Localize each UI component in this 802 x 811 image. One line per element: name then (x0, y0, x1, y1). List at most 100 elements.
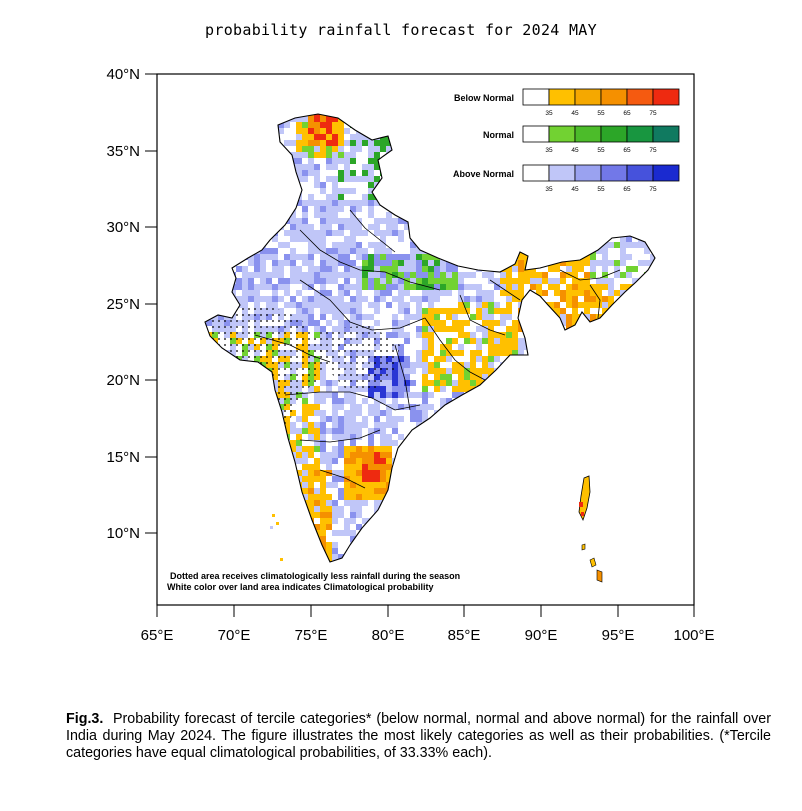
probability-cell (248, 236, 254, 242)
probability-cell (332, 206, 338, 212)
probability-cell (512, 182, 518, 188)
probability-cell (572, 248, 578, 254)
probability-cell (476, 350, 482, 356)
probability-cell (614, 416, 620, 422)
probability-cell (254, 548, 260, 554)
probability-cell (320, 470, 326, 476)
probability-cell (332, 512, 338, 518)
probability-cell (614, 428, 620, 434)
probability-cell (656, 446, 662, 452)
probability-cell (338, 386, 344, 392)
probability-cell (404, 404, 410, 410)
probability-cell (518, 188, 524, 194)
probability-cell (434, 506, 440, 512)
note-white-color: White color over land area indicates Cli… (167, 582, 434, 592)
probability-cell (428, 536, 434, 542)
probability-cell (302, 530, 308, 536)
probability-cell (302, 422, 308, 428)
probability-cell (656, 500, 662, 506)
probability-cell (644, 422, 650, 428)
probability-cell (422, 500, 428, 506)
probability-cell (482, 422, 488, 428)
probability-cell (542, 224, 548, 230)
probability-cell (458, 320, 464, 326)
probability-cell (410, 542, 416, 548)
probability-cell (440, 188, 446, 194)
probability-cell (596, 284, 602, 290)
probability-cell (218, 278, 224, 284)
probability-cell (254, 206, 260, 212)
probability-cell (584, 368, 590, 374)
probability-cell (512, 368, 518, 374)
probability-cell (338, 146, 344, 152)
probability-cell (248, 134, 254, 140)
probability-cell (500, 434, 506, 440)
probability-cell (446, 380, 452, 386)
probability-cell (608, 404, 614, 410)
probability-cell (518, 368, 524, 374)
probability-cell (206, 128, 212, 134)
probability-cell (464, 488, 470, 494)
probability-cell (560, 278, 566, 284)
probability-cell (350, 560, 356, 562)
probability-cell (440, 506, 446, 512)
probability-cell (224, 272, 230, 278)
probability-cell (446, 308, 452, 314)
probability-cell (434, 488, 440, 494)
probability-cell (578, 530, 584, 536)
probability-cell (542, 458, 548, 464)
probability-cell (536, 320, 542, 326)
probability-cell (380, 218, 386, 224)
probability-cell (314, 458, 320, 464)
probability-cell (584, 116, 590, 122)
probability-cell (404, 524, 410, 530)
probability-cell (392, 224, 398, 230)
probability-cell (590, 290, 596, 296)
probability-cell (644, 512, 650, 518)
probability-cell (410, 494, 416, 500)
probability-cell (230, 506, 236, 512)
probability-cell (314, 272, 320, 278)
probability-cell (524, 230, 530, 236)
probability-cell (632, 416, 638, 422)
probability-cell (374, 320, 380, 326)
probability-cell (224, 494, 230, 500)
probability-cell (608, 494, 614, 500)
probability-cell (440, 470, 446, 476)
probability-cell (578, 302, 584, 308)
probability-cell (356, 500, 362, 506)
probability-cell (428, 476, 434, 482)
legend-swatch (522, 125, 550, 143)
probability-cell (320, 254, 326, 260)
probability-cell (374, 422, 380, 428)
probability-cell (500, 182, 506, 188)
probability-cell (512, 332, 518, 338)
probability-cell (644, 326, 650, 332)
probability-cell (380, 476, 386, 482)
probability-cell (554, 374, 560, 380)
probability-cell (608, 482, 614, 488)
probability-cell (596, 500, 602, 506)
probability-cell (398, 356, 404, 362)
probability-cell (614, 392, 620, 398)
probability-cell (410, 392, 416, 398)
probability-cell (416, 416, 422, 422)
probability-cell (230, 242, 236, 248)
probability-cell (338, 476, 344, 482)
probability-cell (542, 314, 548, 320)
probability-cell (236, 140, 242, 146)
probability-cell (356, 458, 362, 464)
probability-cell (428, 380, 434, 386)
probability-cell (308, 506, 314, 512)
probability-cell (344, 446, 350, 452)
probability-cell (350, 236, 356, 242)
probability-cell (566, 302, 572, 308)
probability-cell (476, 230, 482, 236)
probability-cell (626, 464, 632, 470)
probability-cell (224, 206, 230, 212)
probability-cell (554, 206, 560, 212)
probability-cell (446, 422, 452, 428)
probability-cell (602, 338, 608, 344)
probability-cell (272, 164, 278, 170)
probability-cell (458, 386, 464, 392)
